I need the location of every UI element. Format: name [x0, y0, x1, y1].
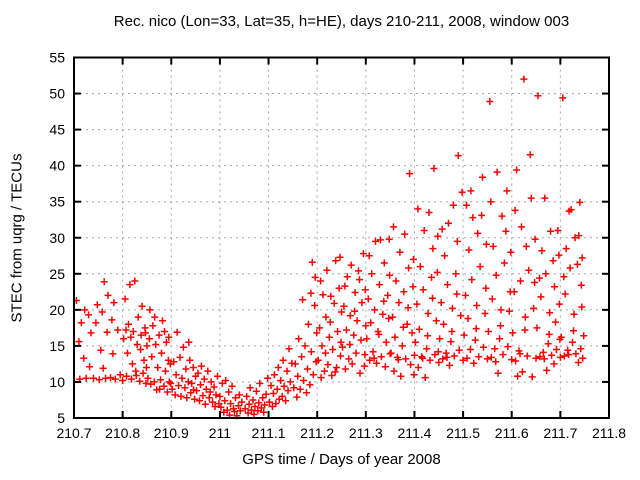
- svg-text:211.2: 211.2: [300, 425, 334, 441]
- svg-text:10: 10: [49, 374, 65, 390]
- svg-text:211.8: 211.8: [592, 425, 626, 441]
- svg-text:210.7: 210.7: [56, 425, 91, 441]
- svg-text:210.8: 210.8: [105, 425, 140, 441]
- grid-lines: [73, 57, 610, 419]
- chart-title: Rec. nico (Lon=33, Lat=35, h=HE), days 2…: [113, 13, 570, 30]
- scatter-points: [72, 75, 588, 420]
- svg-text:45: 45: [49, 122, 65, 138]
- svg-text:40: 40: [49, 158, 65, 174]
- svg-text:55: 55: [49, 50, 65, 66]
- svg-text:211.7: 211.7: [543, 425, 577, 441]
- svg-text:15: 15: [49, 338, 65, 354]
- svg-text:210.9: 210.9: [154, 425, 189, 441]
- svg-text:211.3: 211.3: [349, 425, 383, 441]
- svg-text:50: 50: [49, 86, 65, 102]
- tick-labels: 210.7 210.8 210.9 211 211.1 211.2 211.3 211.4 21…: [49, 50, 626, 442]
- plot-frame: [73, 56, 610, 419]
- svg-text:211: 211: [209, 425, 232, 441]
- svg-text:30: 30: [49, 230, 65, 246]
- svg-text:5: 5: [57, 410, 65, 426]
- svg-text:211.5: 211.5: [446, 425, 480, 441]
- svg-text:25: 25: [49, 266, 65, 282]
- svg-text:20: 20: [49, 302, 65, 318]
- x-axis-label: GPS time / Days of year 2008: [242, 451, 441, 468]
- svg-text:211.6: 211.6: [495, 425, 529, 441]
- svg-text:211.1: 211.1: [252, 425, 286, 441]
- svg-text:35: 35: [49, 194, 65, 210]
- svg-text:211.4: 211.4: [397, 425, 431, 441]
- axis-ticks: [73, 56, 610, 419]
